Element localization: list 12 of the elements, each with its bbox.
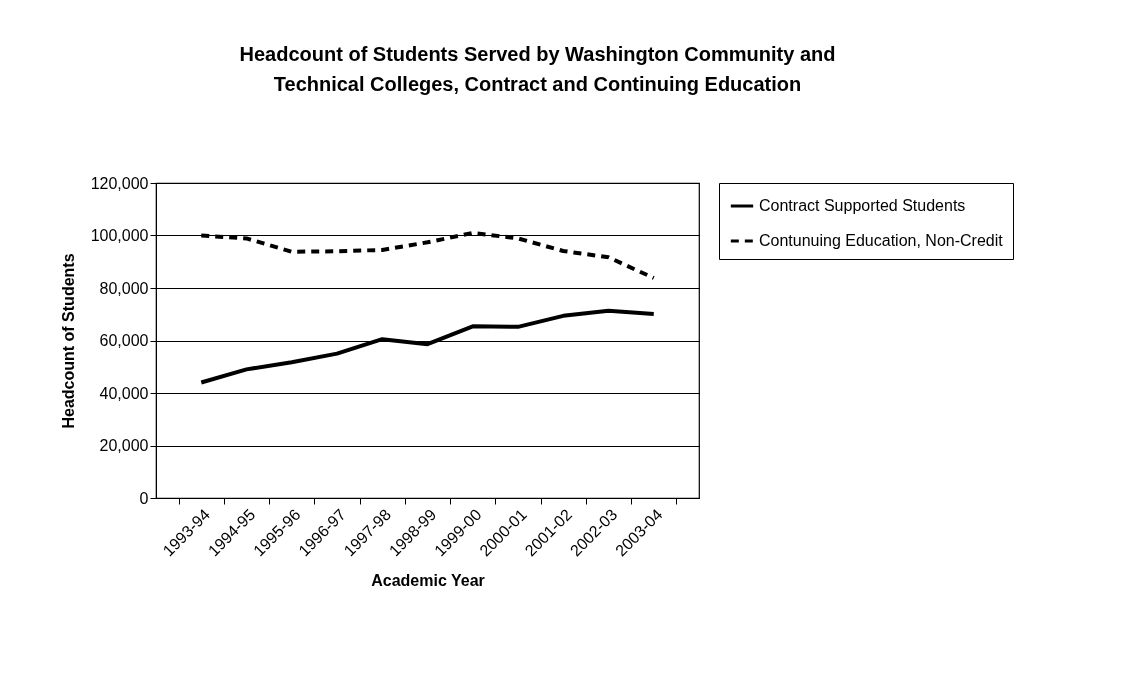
y-tick-label: 80,000	[99, 279, 149, 297]
chart-title: Headcount of Students Served by Washington Community and Technical Colleges, Contract and Continuing Education	[239, 43, 836, 95]
y-axis-title: Headcount of Students	[59, 253, 77, 429]
x-axis-title: Academic Year	[371, 572, 485, 590]
y-tick-label: 40,000	[99, 384, 149, 402]
y-tick-label: 20,000	[99, 437, 149, 454]
y-tick-label: 60,000	[99, 332, 149, 349]
y-tick-label: 100,000	[90, 227, 149, 244]
legend-label: Contract Supported Students	[759, 197, 966, 214]
y-tick-label: 120,000	[90, 174, 149, 192]
y-tick-label: 0	[139, 489, 149, 507]
legend-label: Contunuing Education, Non-Credit	[759, 232, 1004, 249]
